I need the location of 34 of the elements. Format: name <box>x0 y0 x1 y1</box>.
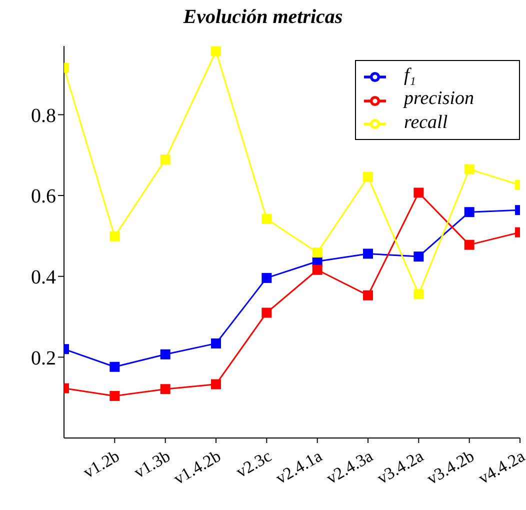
point <box>414 188 424 198</box>
point <box>160 154 170 165</box>
y-tick-label: 0.6 <box>31 186 56 208</box>
point <box>160 349 170 360</box>
point <box>262 308 272 318</box>
point <box>363 248 373 259</box>
point <box>464 207 474 218</box>
x-tick-label: v1.2b <box>80 446 123 482</box>
legend-label: precision <box>404 88 474 110</box>
point <box>363 290 373 300</box>
point <box>160 384 170 394</box>
point <box>110 390 120 401</box>
point <box>262 272 272 283</box>
point <box>312 248 322 258</box>
point <box>363 172 373 182</box>
point <box>211 379 221 390</box>
legend-label: recall <box>404 112 448 133</box>
point <box>464 240 474 250</box>
point <box>262 214 272 224</box>
point <box>110 362 120 372</box>
point <box>414 252 424 262</box>
point <box>211 46 221 56</box>
point <box>110 231 120 242</box>
point <box>211 338 221 348</box>
point <box>312 264 322 275</box>
x-tick-label: v2.3c <box>232 446 276 482</box>
legend-label: f₁ <box>404 65 416 86</box>
y-tick-label: 0.8 <box>31 104 56 127</box>
point <box>414 289 424 300</box>
x-tick-label: v1.3b <box>130 446 174 482</box>
chart-title: Evolución metricas <box>182 5 344 30</box>
y-tick-label: 0.4 <box>31 266 56 288</box>
y-tick-label: 0.2 <box>31 347 56 370</box>
point <box>464 164 474 174</box>
